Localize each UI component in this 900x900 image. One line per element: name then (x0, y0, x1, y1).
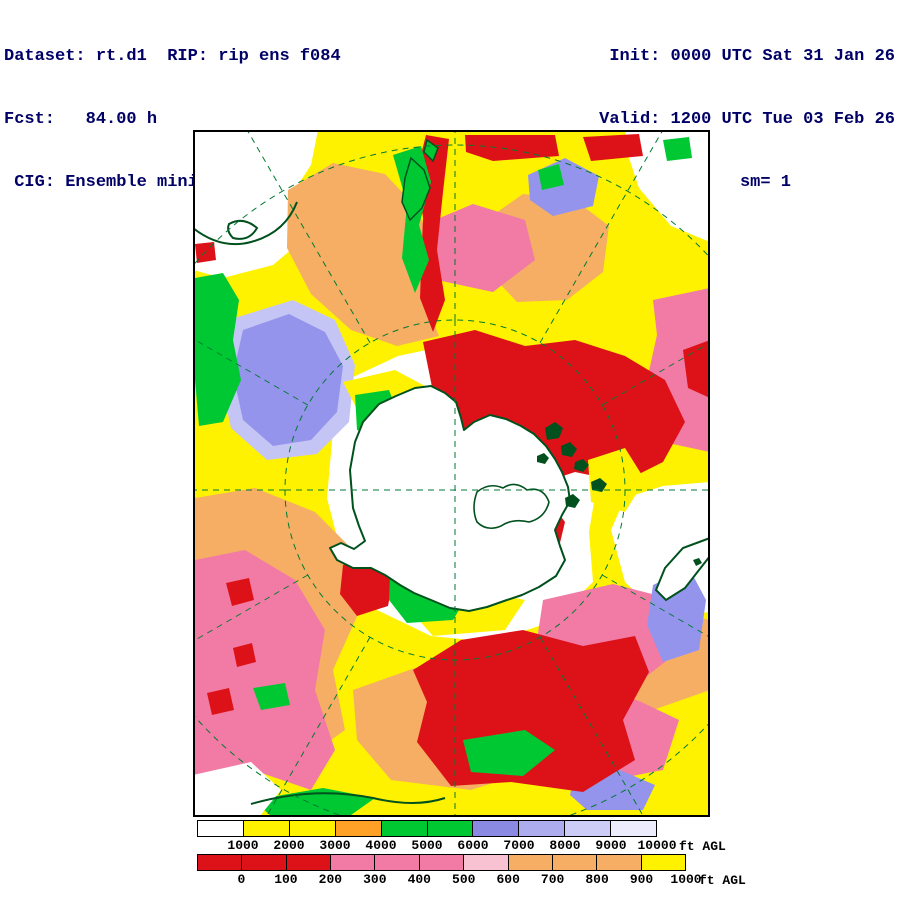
legend-color-box (197, 820, 244, 837)
antarctica-coastline (329, 385, 571, 612)
lavender-regions (219, 158, 706, 810)
australia-coastline (193, 201, 298, 246)
legend-color-box (426, 820, 474, 837)
colorbar-low-unit: ft AGL (699, 873, 746, 888)
legend-tick-label: 2000 (273, 838, 305, 853)
dataset-line: Dataset: rt.d1 RIP: rip ens f084 (4, 47, 341, 66)
legend-color-box (334, 820, 382, 837)
south-america-coastline (654, 536, 710, 602)
legend-color-box (418, 854, 465, 871)
legend-color-box (507, 854, 553, 871)
legend-color-box (640, 854, 686, 871)
legend-color-box (330, 854, 376, 871)
legend-tick-label: 1000 (227, 838, 259, 853)
init-time-line: Init: 0000 UTC Sat 31 Jan 26 (609, 47, 895, 66)
legend-color-box (596, 854, 642, 871)
legend-color-box (288, 820, 336, 837)
legend-tick-label: 0 (237, 872, 246, 887)
legend-color-box (472, 820, 520, 837)
legend-tick-label: 200 (318, 872, 343, 887)
legend-color-box (518, 820, 566, 837)
valid-time-line: Valid: 1200 UTC Tue 03 Feb 26 (599, 110, 895, 129)
island-cluster (537, 422, 607, 508)
legend-tick-label: 8000 (549, 838, 581, 853)
legend-tick-label: 9000 (595, 838, 627, 853)
colorbar-high-boxes (197, 820, 658, 837)
legend-tick-label: 1000 (670, 872, 702, 887)
map-panel (193, 130, 710, 817)
ice-shelf-outline (473, 483, 550, 530)
legend-tick-label: 7000 (503, 838, 535, 853)
legend-tick-label: 600 (496, 872, 520, 887)
legend-color-box (564, 820, 612, 837)
legend-color-box (610, 820, 658, 837)
legend-tick-label: 400 (407, 872, 431, 887)
legend-color-box (380, 820, 428, 837)
ensemble-member-line: sm= 1 (739, 173, 791, 192)
legend-tick-label: 700 (540, 872, 565, 887)
colorbar-high-labels: 1000 2000 3000 4000 5000 6000 7000 8000 9000 1000… (197, 837, 676, 853)
legend-color-box (374, 854, 420, 871)
colorbar-low-ceiling: 0 100 200 300 400 500 600 700 800 900 1000 ft AGL (197, 854, 746, 888)
map-frame (193, 130, 710, 817)
legend-tick-label: 5000 (411, 838, 443, 853)
weather-map (193, 130, 710, 817)
legend-tick-label: 3000 (319, 838, 351, 853)
legend-tick-label: 300 (363, 872, 387, 887)
forecast-hour-line: Fcst: 84.00 h (4, 110, 158, 129)
legend-color-box (463, 854, 509, 871)
legend-color-box (242, 820, 290, 837)
colorbar-high-unit: ft AGL (679, 839, 726, 854)
bottom-coastline (250, 792, 446, 805)
legend-tick-label: 4000 (365, 838, 397, 853)
header-left: Dataset: rt.d1 RIP: rip ens f084 Fcst: 8… (4, 4, 341, 235)
legend-color-box (241, 854, 287, 871)
legend-tick-label: 6000 (457, 838, 489, 853)
legend-color-box (197, 854, 243, 871)
colorbar-low-labels: 0 100 200 300 400 500 600 700 800 900 1000 (197, 871, 702, 887)
colorbar-low-boxes (197, 854, 686, 871)
legend-tick-label: 800 (585, 872, 609, 887)
legend-tick-label: 500 (452, 872, 476, 887)
legend-color-box (285, 854, 332, 871)
header-right: Init: 0000 UTC Sat 31 Jan 26 Valid: 1200… (599, 4, 895, 235)
legend-tick-label: 10000 (637, 838, 677, 853)
colorbar-high-ceiling: 1000 2000 3000 4000 5000 6000 7000 8000 9000 1000… (197, 820, 726, 854)
legend-tick-label: 100 (274, 872, 298, 887)
green-regions (195, 137, 692, 816)
legend-color-box (551, 854, 598, 871)
white-accent-regions (193, 762, 281, 817)
legend-tick-label: 900 (629, 872, 654, 887)
graticule (193, 130, 710, 817)
new-zealand-coastline (401, 138, 439, 222)
